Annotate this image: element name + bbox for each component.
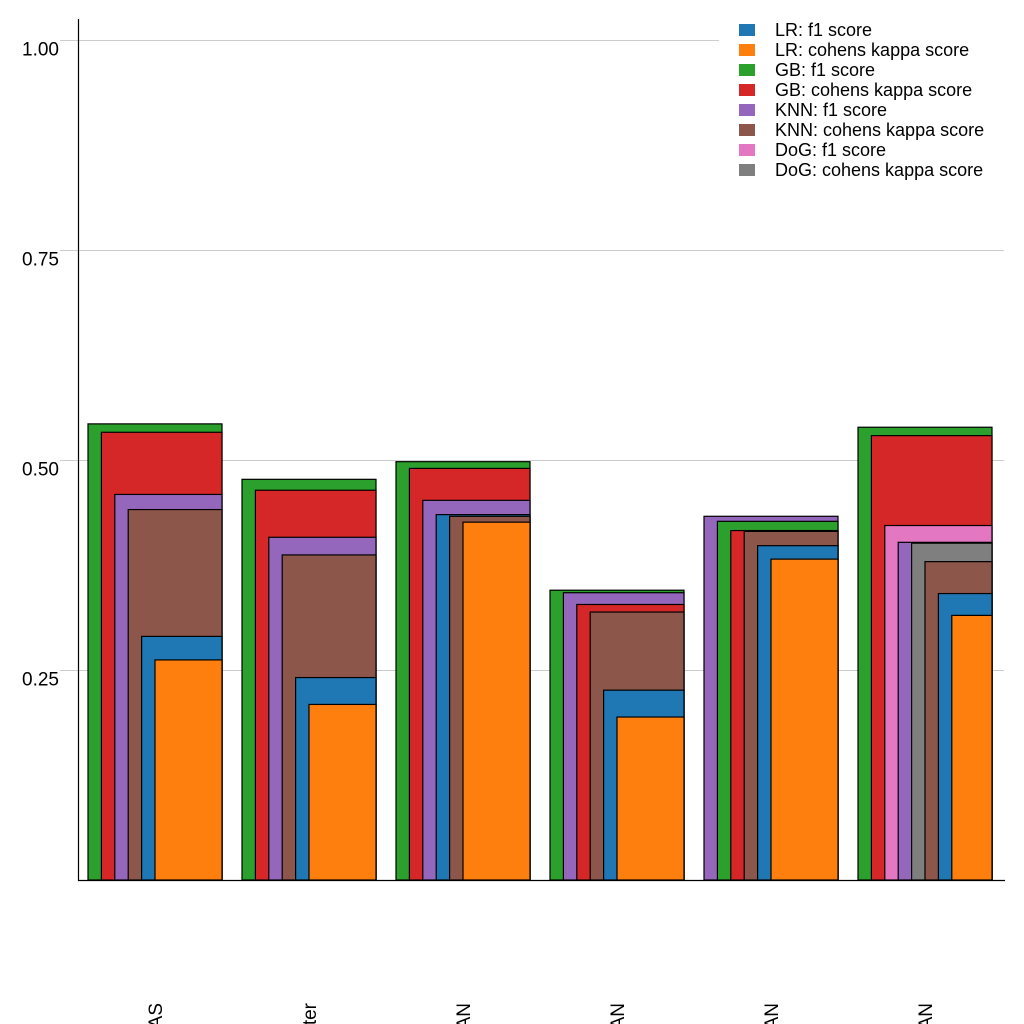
legend-background [720,18,1010,184]
bar-group-gan [395,461,531,881]
legend-label: LR: cohens kappa score [775,40,969,60]
bars [87,423,993,881]
bar-group-ctab-gan [703,515,839,881]
y-tick-label: 0.25 [22,670,59,691]
x-tick-label: Repeater [300,1002,321,1024]
y-tick-labels: 0.25 0.50 0.75 1.00 [22,40,59,691]
bar-group-repeater [241,478,377,881]
y-tick-label: 0.50 [22,460,59,481]
legend-label: LR: f1 score [775,20,872,40]
x-tick-label: CTAB-GAN [762,1003,783,1024]
legend-swatch [739,104,755,116]
bar-prowras-lr-cohens-kappa-score [154,659,223,881]
y-tick-label: 0.75 [22,250,59,271]
bar-group-convgan [857,426,993,881]
bar-ctab-gan-lr-cohens-kappa-score [770,558,839,881]
legend-label: GB: cohens kappa score [775,80,972,100]
x-tick-label: convGAN [916,1003,937,1024]
x-tick-label: ProWRAS [146,1003,167,1024]
legend-swatch [739,124,755,136]
x-tick-label: GAN [454,1003,475,1024]
legend-label: KNN: f1 score [775,100,887,120]
legend-label: DoG: f1 score [775,140,886,160]
bar-ctgan-lr-cohens-kappa-score [616,716,685,881]
bar-group-prowras [87,423,223,881]
legend-label: KNN: cohens kappa score [775,120,984,140]
bar-convgan-lr-cohens-kappa-score [951,614,993,881]
legend-swatch [739,144,755,156]
x-tick-labels: ProWRAS Repeater GAN ctGAN CTAB-GAN convGAN [146,1002,937,1024]
legend-swatch [739,84,755,96]
y-tick-label: 1.00 [22,40,59,61]
axes [77,19,1005,882]
legend-swatch [739,64,755,76]
legend-swatch [739,44,755,56]
bar-repeater-lr-cohens-kappa-score [308,703,377,881]
x-tick-label: ctGAN [608,1003,629,1024]
legend-label: GB: f1 score [775,60,875,80]
bar-group-ctgan [549,589,685,881]
legend-swatch [739,164,755,176]
legend-swatch [739,24,755,36]
legend-label: DoG: cohens kappa score [775,160,983,180]
bar-gan-lr-cohens-kappa-score [462,521,531,881]
